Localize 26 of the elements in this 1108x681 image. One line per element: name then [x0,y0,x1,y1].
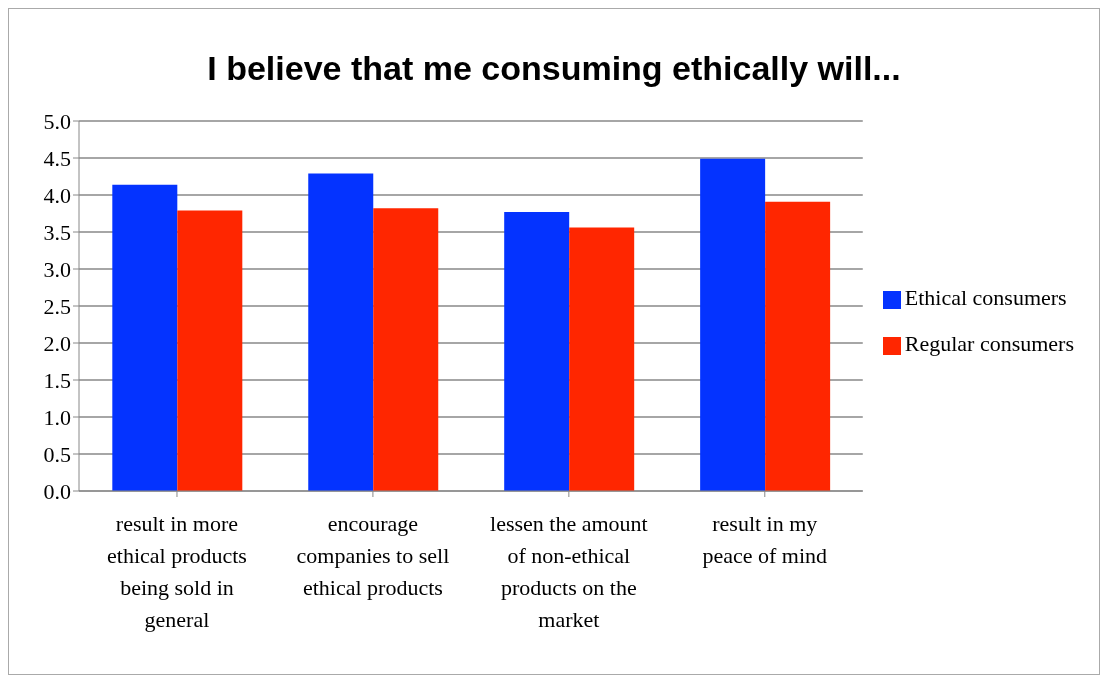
bar [373,208,439,491]
bar [112,184,178,491]
bar [569,227,635,491]
y-tick-label: 5.0 [43,108,71,134]
y-tick-label: 1.0 [43,404,71,430]
legend-label: Regular consumers [904,331,1074,356]
bar [765,201,831,491]
bar [177,210,243,491]
y-tick-label: 0.0 [43,478,71,504]
y-tick-label: 2.5 [43,293,71,319]
x-tick-label: result in my peace of mind [702,511,828,568]
x-tick-label: result in more ethical products being sold in general [107,511,247,632]
bar [308,173,374,491]
legend-label: Ethical consumers [904,285,1067,310]
y-tick-label: 0.5 [43,441,71,467]
y-tick-label: 3.0 [43,256,71,282]
chart-title: I believe that me consuming ethically will... [206,49,902,89]
bar [504,212,570,491]
y-tick-label: 2.0 [43,330,71,356]
bar [700,158,766,491]
y-tick-label: 1.5 [43,367,71,393]
x-tick-label: encourage companies to sell ethical products [296,511,450,600]
x-tick-label: lessen the amount of non-ethical products on the market [490,511,648,632]
y-tick-label: 4.5 [43,145,71,171]
y-tick-label: 3.5 [43,219,71,245]
y-tick-label: 4.0 [43,182,71,208]
